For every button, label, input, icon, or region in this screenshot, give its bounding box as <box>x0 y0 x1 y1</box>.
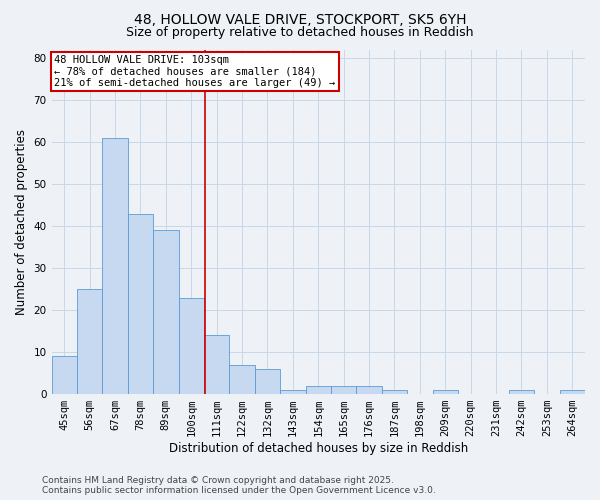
Text: 48 HOLLOW VALE DRIVE: 103sqm
← 78% of detached houses are smaller (184)
21% of s: 48 HOLLOW VALE DRIVE: 103sqm ← 78% of de… <box>54 55 335 88</box>
Bar <box>560 390 585 394</box>
Bar <box>356 386 382 394</box>
Bar <box>153 230 179 394</box>
Y-axis label: Number of detached properties: Number of detached properties <box>15 129 28 315</box>
Bar <box>305 386 331 394</box>
Text: 48, HOLLOW VALE DRIVE, STOCKPORT, SK5 6YH: 48, HOLLOW VALE DRIVE, STOCKPORT, SK5 6Y… <box>134 12 466 26</box>
Bar <box>433 390 458 394</box>
Bar <box>52 356 77 394</box>
Bar <box>77 289 103 394</box>
Bar <box>280 390 305 394</box>
Text: Contains HM Land Registry data © Crown copyright and database right 2025.
Contai: Contains HM Land Registry data © Crown c… <box>42 476 436 495</box>
Bar <box>128 214 153 394</box>
Bar <box>382 390 407 394</box>
Bar <box>331 386 356 394</box>
X-axis label: Distribution of detached houses by size in Reddish: Distribution of detached houses by size … <box>169 442 468 455</box>
Bar <box>229 364 255 394</box>
Bar <box>204 336 229 394</box>
Bar <box>255 369 280 394</box>
Text: Size of property relative to detached houses in Reddish: Size of property relative to detached ho… <box>126 26 474 39</box>
Bar <box>509 390 534 394</box>
Bar <box>103 138 128 394</box>
Bar <box>179 298 204 394</box>
